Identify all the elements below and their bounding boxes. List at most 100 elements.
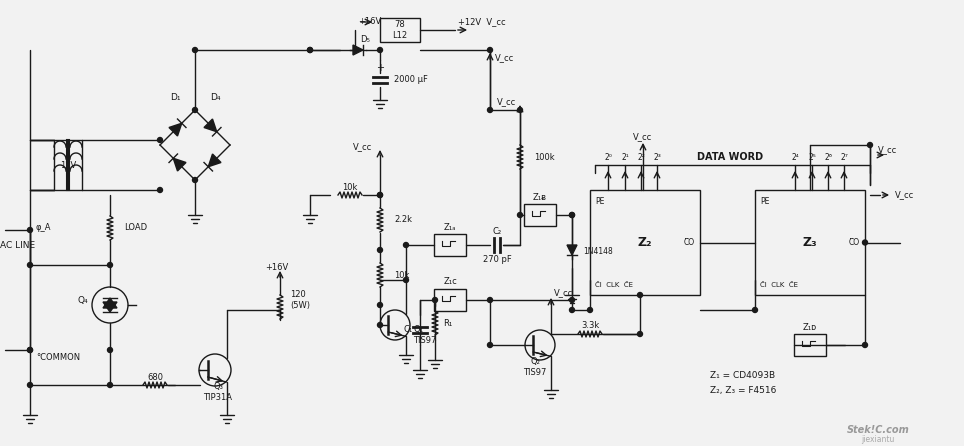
Circle shape bbox=[488, 48, 493, 53]
Text: +16V: +16V bbox=[358, 17, 381, 26]
Circle shape bbox=[193, 48, 198, 53]
Circle shape bbox=[753, 307, 758, 313]
Text: DATA WORD: DATA WORD bbox=[697, 152, 763, 162]
Text: 2.2k: 2.2k bbox=[394, 215, 412, 224]
Circle shape bbox=[404, 277, 409, 282]
Circle shape bbox=[863, 343, 868, 347]
Text: V_cc: V_cc bbox=[353, 143, 372, 152]
Circle shape bbox=[518, 107, 522, 112]
Text: D₁: D₁ bbox=[170, 94, 180, 103]
Circle shape bbox=[637, 293, 642, 297]
Text: 3.3k: 3.3k bbox=[581, 322, 599, 330]
Text: 2000 μF: 2000 μF bbox=[394, 75, 428, 84]
Text: Z₁ = CD4093B: Z₁ = CD4093B bbox=[710, 371, 775, 380]
Text: 2⁷: 2⁷ bbox=[840, 153, 848, 161]
Circle shape bbox=[308, 48, 312, 53]
Circle shape bbox=[868, 143, 872, 148]
Circle shape bbox=[570, 307, 575, 313]
Bar bbox=[755, 190, 865, 295]
Text: 1N4148: 1N4148 bbox=[583, 248, 613, 256]
Text: jiexiantu: jiexiantu bbox=[861, 435, 895, 445]
Text: 2³: 2³ bbox=[653, 153, 661, 161]
Text: C̄I  CLK  C̄E: C̄I CLK C̄E bbox=[595, 282, 633, 288]
Circle shape bbox=[378, 302, 383, 307]
Text: V_cc: V_cc bbox=[496, 98, 516, 107]
Polygon shape bbox=[103, 302, 117, 312]
Text: 270 pF: 270 pF bbox=[483, 255, 511, 264]
Text: 2⁰: 2⁰ bbox=[604, 153, 612, 161]
Text: D₅: D₅ bbox=[361, 36, 370, 45]
Circle shape bbox=[378, 193, 383, 198]
Circle shape bbox=[28, 227, 33, 232]
Text: 78
L12: 78 L12 bbox=[392, 21, 408, 40]
Circle shape bbox=[570, 297, 575, 302]
Circle shape bbox=[378, 193, 383, 198]
Text: V_cc: V_cc bbox=[633, 132, 653, 141]
Text: C₂: C₂ bbox=[493, 227, 501, 235]
Text: +: + bbox=[376, 63, 384, 73]
Text: 10k: 10k bbox=[394, 271, 410, 280]
Text: +16V: +16V bbox=[265, 264, 288, 273]
Text: PE: PE bbox=[595, 198, 604, 206]
Text: Z₁ᴄ: Z₁ᴄ bbox=[443, 277, 457, 286]
Text: Q₄: Q₄ bbox=[77, 296, 88, 305]
Text: Stek!C.com: Stek!C.com bbox=[846, 425, 909, 435]
Circle shape bbox=[518, 212, 522, 218]
Text: Q₃
TIP31A: Q₃ TIP31A bbox=[203, 382, 232, 402]
Text: Z₂, Z₃ = F4516: Z₂, Z₃ = F4516 bbox=[710, 385, 776, 395]
Bar bbox=[794, 334, 826, 356]
Circle shape bbox=[108, 263, 113, 268]
Text: R₁: R₁ bbox=[443, 318, 452, 327]
Text: φ_A: φ_A bbox=[35, 223, 50, 231]
Text: 120
(5W): 120 (5W) bbox=[290, 290, 310, 310]
Circle shape bbox=[108, 383, 113, 388]
Bar bbox=[590, 190, 700, 295]
Circle shape bbox=[28, 263, 33, 268]
Circle shape bbox=[378, 248, 383, 252]
Circle shape bbox=[637, 331, 642, 336]
Circle shape bbox=[28, 347, 33, 352]
Circle shape bbox=[28, 383, 33, 388]
Text: C₁: C₁ bbox=[404, 326, 413, 334]
Text: D₄: D₄ bbox=[210, 94, 220, 103]
Text: 10k: 10k bbox=[342, 182, 358, 191]
Text: C̄I  CLK  C̄E: C̄I CLK C̄E bbox=[760, 282, 798, 288]
Circle shape bbox=[193, 107, 198, 112]
Circle shape bbox=[587, 307, 593, 313]
Text: +12V  V_cc: +12V V_cc bbox=[458, 17, 506, 26]
Circle shape bbox=[193, 178, 198, 182]
Circle shape bbox=[488, 297, 493, 302]
Circle shape bbox=[157, 187, 163, 193]
Text: V_cc: V_cc bbox=[554, 289, 574, 297]
Polygon shape bbox=[103, 298, 117, 308]
Polygon shape bbox=[567, 245, 577, 255]
Text: C̄O: C̄O bbox=[683, 238, 695, 247]
Text: Z₁ₐ: Z₁ₐ bbox=[443, 223, 456, 231]
Text: 2²: 2² bbox=[637, 153, 645, 161]
Text: 2⁵: 2⁵ bbox=[808, 153, 816, 161]
Text: C̄O: C̄O bbox=[849, 238, 860, 247]
Text: PE: PE bbox=[760, 198, 769, 206]
Circle shape bbox=[488, 107, 493, 112]
Text: V_cc: V_cc bbox=[895, 190, 914, 199]
Circle shape bbox=[157, 137, 163, 143]
Circle shape bbox=[433, 297, 438, 302]
Bar bbox=[524, 204, 556, 226]
Bar bbox=[434, 234, 466, 256]
Polygon shape bbox=[208, 154, 221, 167]
Bar bbox=[434, 289, 466, 311]
Bar bbox=[380, 18, 420, 42]
Text: Q₂
TIS97: Q₂ TIS97 bbox=[523, 357, 547, 377]
Text: 680: 680 bbox=[147, 372, 163, 381]
Text: °COMMON: °COMMON bbox=[36, 354, 80, 363]
Circle shape bbox=[378, 322, 383, 327]
Circle shape bbox=[570, 212, 575, 218]
Circle shape bbox=[488, 343, 493, 347]
Circle shape bbox=[308, 48, 312, 53]
Text: 12V: 12V bbox=[60, 161, 76, 169]
Text: Z₃: Z₃ bbox=[803, 236, 817, 249]
Circle shape bbox=[28, 347, 33, 352]
Text: LOAD: LOAD bbox=[124, 223, 147, 232]
Polygon shape bbox=[169, 123, 182, 136]
Text: AC LINE: AC LINE bbox=[0, 240, 35, 249]
